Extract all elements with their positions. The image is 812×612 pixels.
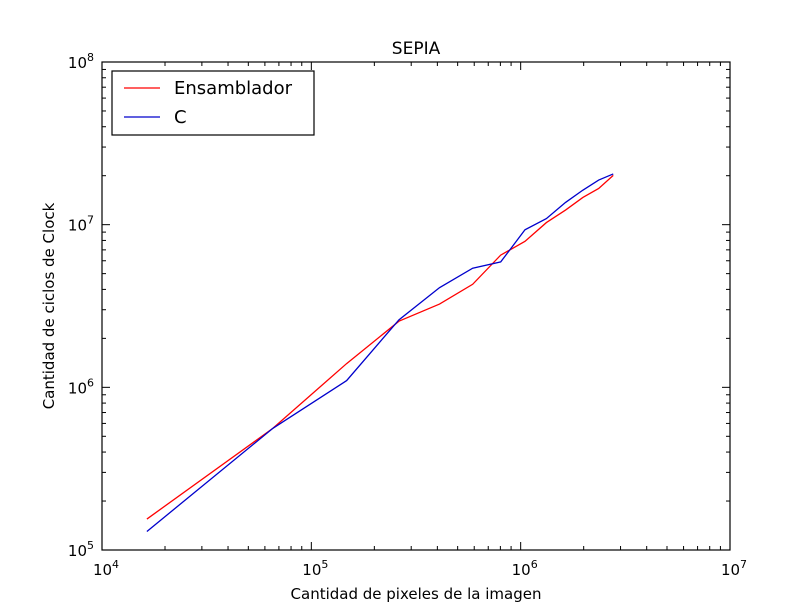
series-layer: [146, 173, 614, 532]
y-tick-label: 108: [68, 51, 94, 72]
chart-title: SEPIA: [392, 39, 441, 59]
y-axis-label: Cantidad de ciclos de Clock: [40, 202, 58, 409]
series-line-c: [146, 173, 614, 532]
legend-box: [111, 70, 315, 136]
y-tick-label: 107: [68, 214, 94, 235]
legend: Ensamblador C: [111, 70, 315, 136]
x-tick-label: 107: [721, 558, 747, 579]
x-tick-label: 104: [93, 558, 119, 579]
x-tick-label: 105: [302, 558, 328, 579]
y-tick-label: 105: [68, 539, 94, 560]
series-line-ensamblador: [146, 174, 614, 520]
x-tick-label: 106: [512, 558, 538, 579]
legend-label-ensamblador: Ensamblador: [174, 78, 293, 99]
x-axis-label: Cantidad de pixeles de la imagen: [291, 585, 542, 603]
legend-label-c: C: [174, 107, 187, 128]
plot-frame: [101, 61, 731, 551]
y-tick-label: 106: [68, 376, 94, 397]
